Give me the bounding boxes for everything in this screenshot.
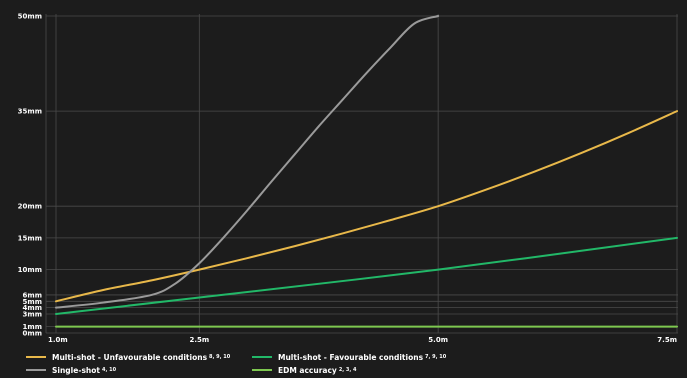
y-tick-label-6: 10mm xyxy=(18,266,42,274)
grid xyxy=(45,14,678,334)
series-lines xyxy=(55,15,678,328)
y-tick-label-5: 6mm xyxy=(23,291,42,299)
x-tick-label-2: 5.0m xyxy=(428,336,448,344)
series-line-multi-shot-unfavourable-conditions xyxy=(55,110,678,303)
y-tick-label-7: 15mm xyxy=(18,234,42,242)
x-tick-labels: 1.0m 2.5m 5.0m 7.5m xyxy=(48,336,677,344)
series-line-multi-shot-favourable-conditions xyxy=(55,236,678,315)
legend-label-single-shot: Single-shot xyxy=(52,365,100,375)
legend-label-edm: EDM accuracy xyxy=(278,365,337,375)
x-tick-label-3: 7.5m xyxy=(657,336,677,344)
legend-refs-edm: 2, 3, 4 xyxy=(338,367,357,373)
legend-item-favourable[interactable]: Multi-shot - Favourable conditions 7, 9,… xyxy=(252,351,446,363)
legend-item-edm[interactable]: EDM accuracy 2, 3, 4 xyxy=(252,364,357,376)
y-tick-label-9: 35mm xyxy=(18,108,42,116)
y-tick-label-8: 20mm xyxy=(18,203,42,211)
legend-refs-favourable: 7, 9, 10 xyxy=(425,354,447,360)
legend-item-unfavourable[interactable]: Multi-shot - Unfavourable conditions 8, … xyxy=(26,351,230,363)
x-tick-label-0: 1.0m xyxy=(48,336,68,344)
legend-swatch-unfavourable xyxy=(26,356,46,358)
y-tick-label-4: 5mm xyxy=(23,298,42,306)
y-tick-label-1: 1mm xyxy=(23,323,42,331)
legend-refs-unfavourable: 8, 9, 10 xyxy=(209,354,231,360)
y-tick-label-10: 50mm xyxy=(18,13,42,21)
legend: Multi-shot - Unfavourable conditions 8, … xyxy=(26,351,666,377)
y-tick-label-3: 4mm xyxy=(23,304,42,312)
x-tick-label-1: 2.5m xyxy=(189,336,209,344)
legend-swatch-edm xyxy=(252,369,272,371)
legend-label-favourable: Multi-shot - Favourable conditions xyxy=(278,352,424,362)
y-tick-label-0: 0mm xyxy=(23,330,42,338)
legend-refs-single-shot: 4, 10 xyxy=(102,367,117,373)
legend-item-single-shot[interactable]: Single-shot 4, 10 xyxy=(26,364,116,376)
legend-swatch-single-shot xyxy=(26,369,46,371)
series-line-single-shot xyxy=(55,15,440,309)
legend-swatch-favourable xyxy=(252,356,272,358)
legend-label-unfavourable: Multi-shot - Unfavourable conditions xyxy=(52,352,208,362)
y-tick-label-2: 3mm xyxy=(23,310,42,318)
